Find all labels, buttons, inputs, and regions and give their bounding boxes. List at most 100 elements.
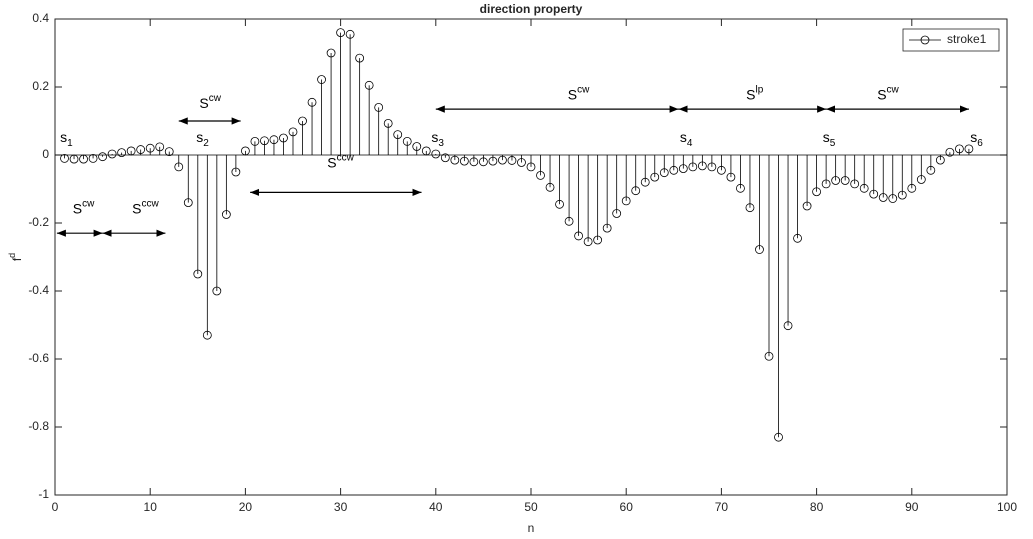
stem-marker	[897, 190, 907, 200]
stem-marker	[545, 182, 555, 192]
stem-marker	[250, 136, 260, 146]
annotation-base: S	[877, 86, 886, 102]
stem-marker	[955, 144, 964, 154]
stem-marker	[488, 156, 498, 166]
stem-marker	[279, 133, 288, 143]
stem-marker	[726, 172, 736, 182]
stem-marker	[393, 130, 403, 140]
stem-marker	[602, 223, 612, 233]
stem-marker	[916, 175, 926, 184]
stem-marker	[793, 233, 802, 243]
stem-marker	[688, 162, 698, 172]
x-tick-label: 70	[715, 500, 729, 514]
annotation-base: s	[431, 129, 438, 145]
stem-marker	[631, 186, 641, 196]
stem-marker	[355, 53, 365, 63]
y-tick-label: -0.2	[28, 215, 49, 229]
annotation-base: s	[196, 129, 203, 145]
stem-marker	[650, 172, 660, 182]
annotation-sub: 2	[203, 138, 209, 149]
plot-area	[54, 18, 1008, 496]
stem-marker	[736, 183, 745, 193]
stem-marker	[98, 152, 107, 162]
annotation-sup: lp	[755, 84, 763, 95]
stem-marker	[574, 231, 583, 241]
stem-marker	[174, 162, 184, 172]
stem-marker	[345, 29, 355, 39]
annotation-base: S	[199, 95, 208, 111]
annotation-sub: 4	[687, 138, 693, 149]
stem-marker	[383, 118, 393, 128]
annotation: Scw	[199, 93, 221, 111]
annotation-base: s	[680, 129, 687, 145]
stem-marker	[88, 153, 98, 163]
stem-marker	[193, 269, 203, 279]
stem-marker	[745, 203, 755, 213]
annotation-sub: 5	[830, 138, 836, 149]
stem-marker	[221, 210, 231, 219]
stem-marker	[640, 177, 650, 187]
stem-marker	[945, 147, 955, 157]
stem-marker	[202, 330, 212, 340]
x-tick-label: 10	[144, 500, 158, 514]
annotation: Scw	[73, 198, 95, 216]
stem-marker	[878, 193, 888, 202]
annotation: Slp	[746, 84, 764, 102]
annotation-base: S	[746, 86, 755, 102]
stem-marker	[126, 146, 136, 156]
legend-marker	[920, 35, 930, 45]
annotation: s2	[196, 129, 209, 149]
stem-marker	[298, 116, 307, 126]
annotation-base: s	[970, 129, 977, 145]
stem-marker	[498, 155, 507, 165]
stem-marker	[79, 154, 88, 164]
annotation-sup: ccw	[337, 152, 355, 163]
annotation-sub: 3	[438, 138, 444, 149]
stem-marker	[926, 165, 936, 175]
stem-marker	[412, 142, 422, 151]
x-tick-label: 40	[429, 500, 443, 514]
stem-marker	[755, 245, 764, 254]
annotation: s5	[823, 129, 836, 149]
x-tick-label: 30	[334, 500, 348, 514]
stem-marker	[288, 127, 298, 137]
annotation-sup: cw	[209, 93, 222, 104]
stem-marker	[240, 146, 250, 156]
annotation: s1	[60, 129, 73, 149]
annotation: s6	[970, 129, 983, 149]
x-axis-label: n	[528, 521, 535, 535]
stem-marker	[850, 179, 860, 189]
stem-marker	[231, 167, 241, 177]
stem-marker	[307, 97, 317, 107]
stem-marker	[212, 286, 222, 296]
stem-marker	[374, 103, 384, 112]
annotation-base: S	[327, 154, 336, 170]
y-tick-label: 0	[42, 147, 49, 161]
y-axis-label-base: f	[10, 257, 24, 261]
stem-marker	[612, 209, 622, 218]
annotation-sub: 6	[977, 138, 983, 149]
stem-marker	[555, 199, 564, 209]
stem-marker	[859, 183, 869, 193]
stem-marker	[317, 75, 326, 84]
stem-marker	[469, 157, 479, 167]
stem-marker	[659, 168, 669, 178]
stem-marker	[802, 201, 812, 211]
stem-marker	[107, 149, 117, 159]
y-tick-label: -0.4	[28, 283, 49, 297]
x-tick-label: 100	[997, 500, 1017, 514]
stem-marker	[326, 48, 336, 58]
annotation: Scw	[568, 84, 590, 102]
legend-box	[902, 28, 1000, 52]
stem-marker	[697, 161, 707, 171]
y-tick-label: -0.8	[28, 419, 49, 433]
stem-marker	[459, 156, 469, 166]
annotation: s4	[680, 129, 693, 149]
stem-marker	[935, 155, 945, 165]
stem-marker	[517, 158, 526, 167]
annotation-base: S	[132, 200, 141, 216]
stem-marker	[60, 153, 69, 163]
stem-marker	[888, 194, 898, 203]
stem-marker	[336, 28, 346, 37]
